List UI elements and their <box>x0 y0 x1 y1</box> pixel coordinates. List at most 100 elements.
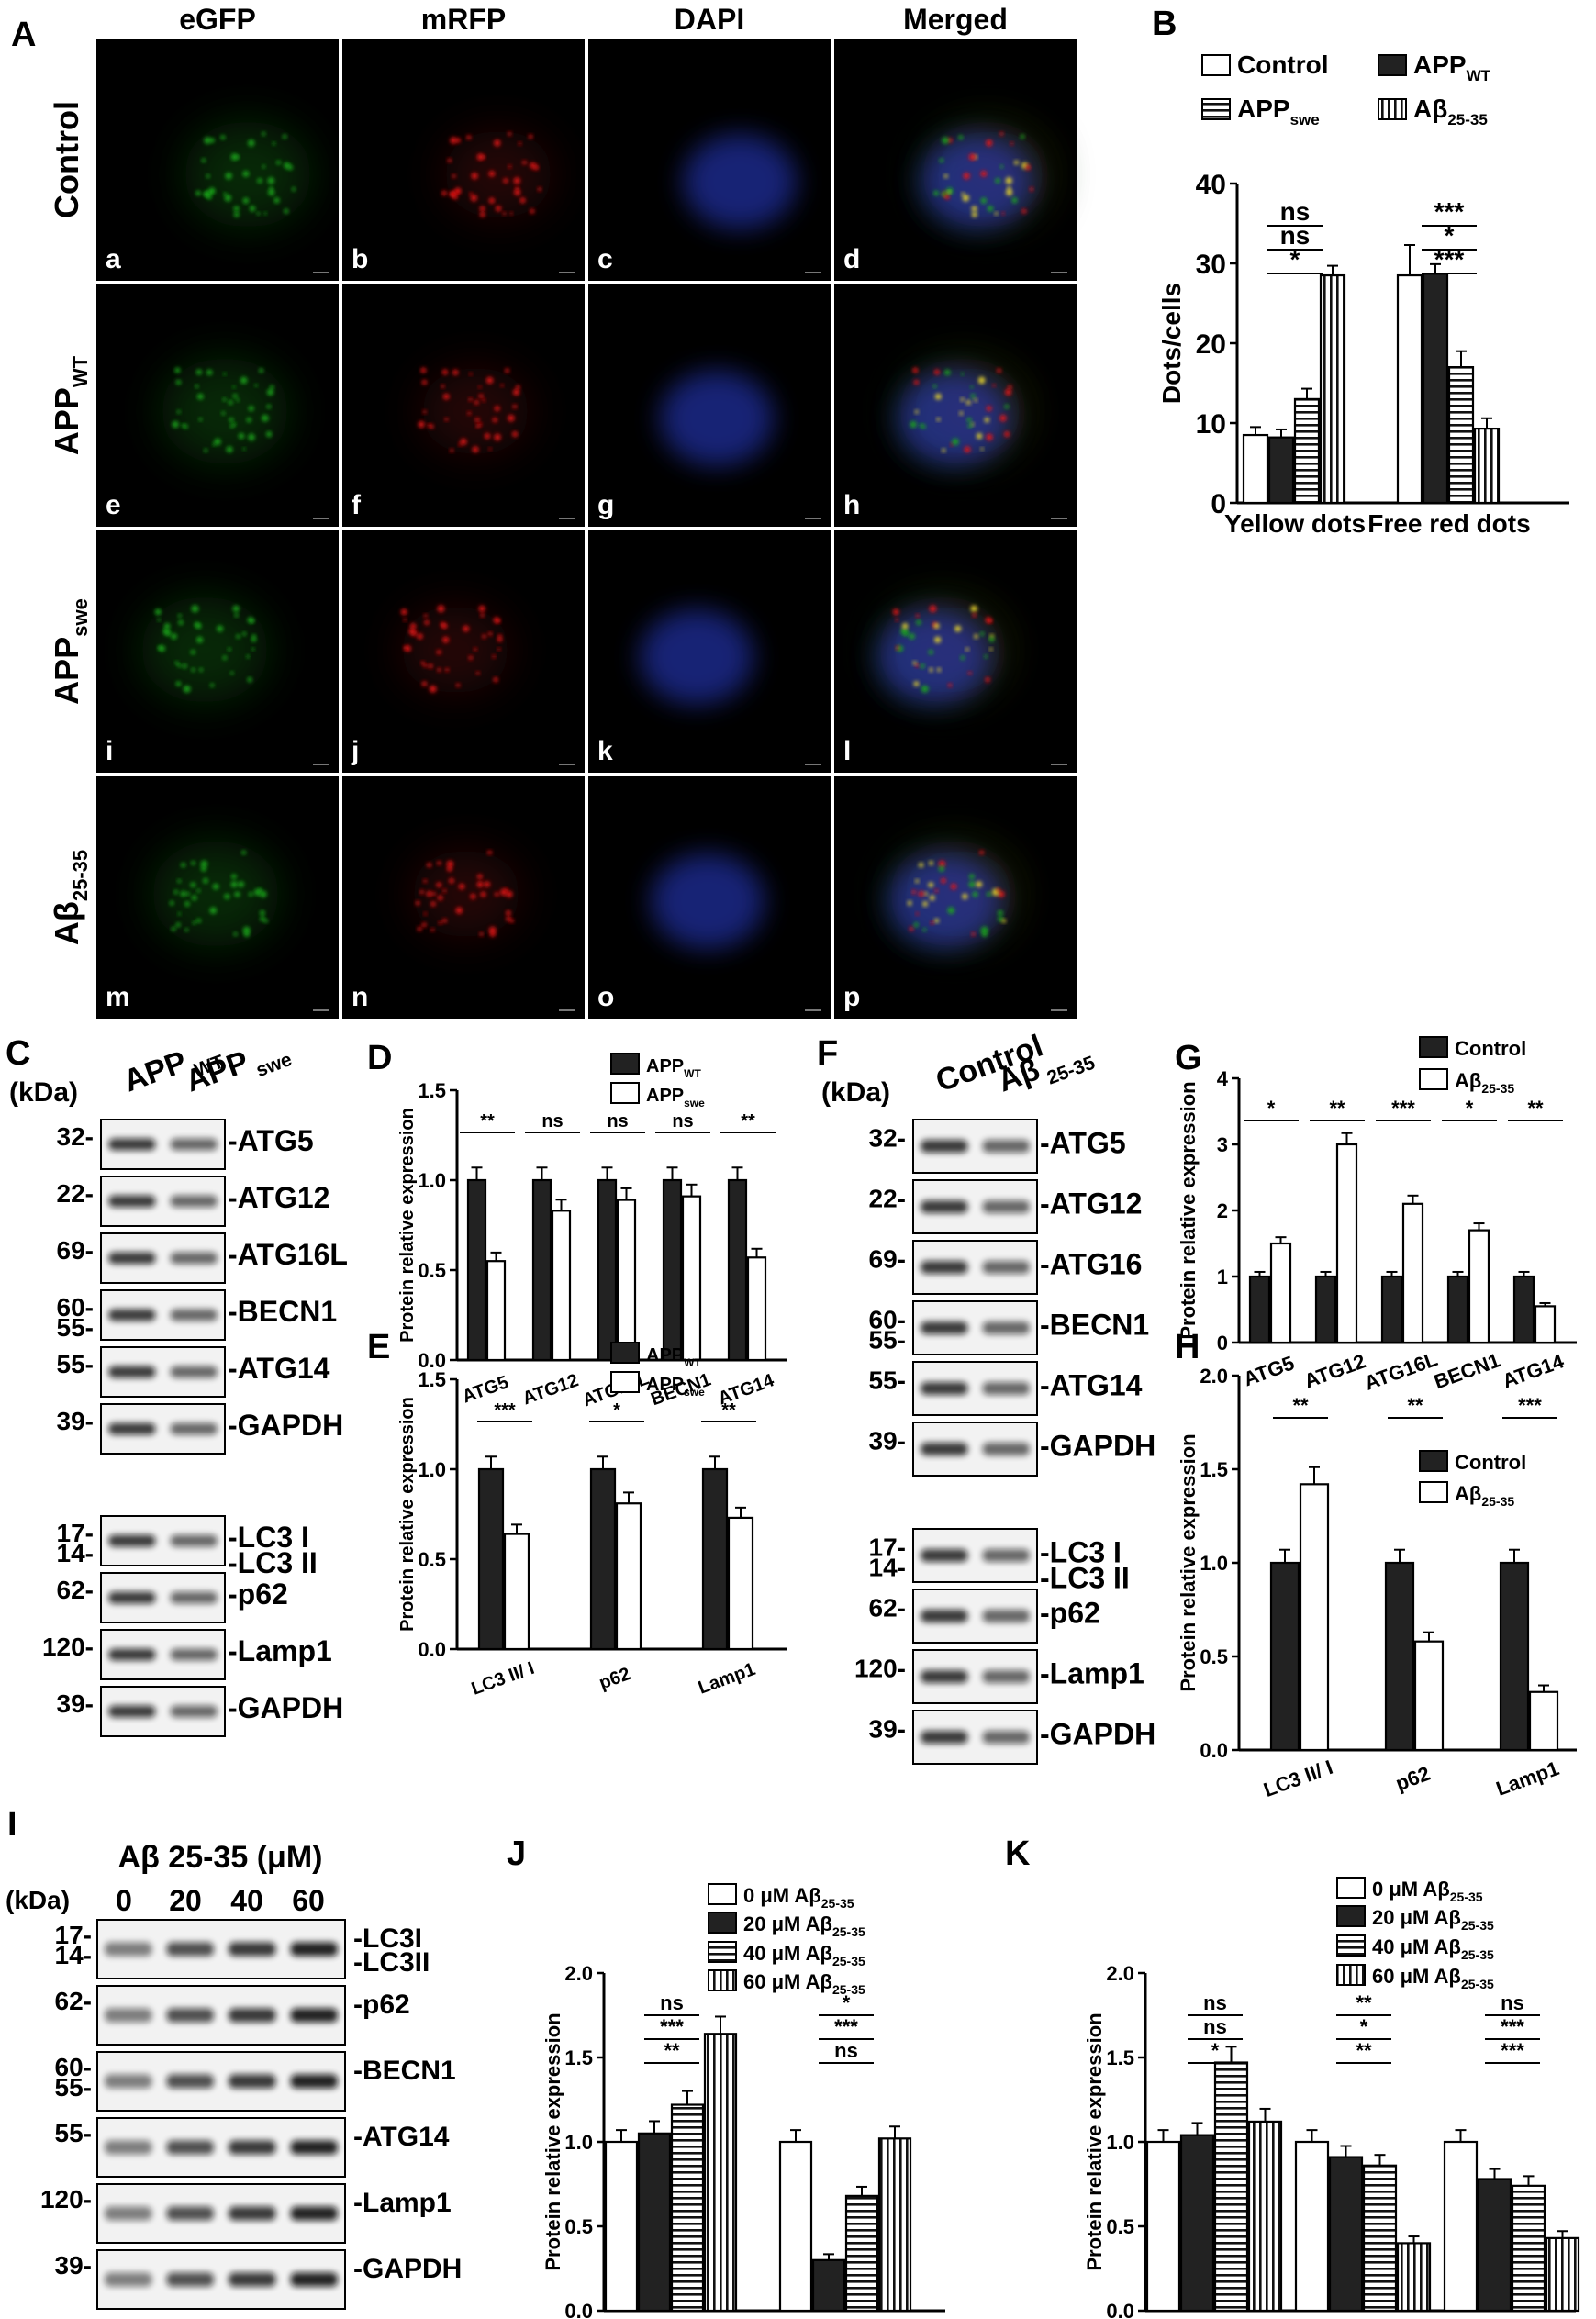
chart-K: 0.0 0.5 1.0 1.5 2.0 Protein relative expressi… <box>1083 1877 1580 2319</box>
micrograph-tile-n: n <box>342 776 585 1019</box>
panel-letter-H: H <box>1175 1328 1200 1366</box>
blot-band <box>290 1942 338 1957</box>
scale-bar <box>1051 1009 1067 1011</box>
puncta-dot <box>182 663 187 669</box>
puncta-dot <box>430 901 436 907</box>
significance-label: * <box>843 1991 851 2014</box>
kda-marker-main: 14- <box>55 1941 92 1969</box>
puncta-dot <box>224 893 230 899</box>
blot-band <box>921 1200 968 1213</box>
y-tick-label-main: 2 <box>1217 1199 1228 1222</box>
puncta-dot <box>171 633 177 640</box>
puncta-dot <box>996 888 1000 892</box>
blot-band <box>105 2140 152 2155</box>
column-header-3-main: Merged <box>903 3 1008 36</box>
row-label-3-main: Aβ <box>48 901 85 945</box>
row-label-1-sub: WT <box>69 355 92 387</box>
puncta-dot <box>468 655 474 661</box>
dapi-nucleus <box>640 609 753 705</box>
puncta-dot <box>400 608 407 616</box>
bar <box>1545 2236 1580 2313</box>
tile-letter: f <box>352 490 362 520</box>
puncta-dot <box>455 138 461 143</box>
puncta-dot <box>426 862 432 868</box>
lane-label-main: 40 <box>230 1884 263 1917</box>
puncta-dot <box>1025 164 1032 171</box>
puncta-dot <box>180 862 186 868</box>
significance-label: * <box>1211 2039 1220 2062</box>
puncta-dot <box>420 661 425 665</box>
kda-marker-main: 55- <box>55 2073 92 2102</box>
puncta-dot <box>1020 134 1025 139</box>
puncta-dot <box>174 661 179 665</box>
blot-band <box>982 1382 1030 1395</box>
y-tick-label: 1.5 <box>418 1368 446 1391</box>
column-header-0-main: eGFP <box>179 3 256 36</box>
y-tick-label-main: 1.5 <box>418 1079 446 1102</box>
legend-swatch <box>610 1371 640 1393</box>
band-label-main: -p62 <box>228 1578 288 1611</box>
significance-label-main: ** <box>1292 1394 1309 1417</box>
micrograph-tile-d: d <box>834 39 1077 281</box>
significance-label: *** <box>660 2015 684 2038</box>
significance-label-main: ** <box>664 2039 680 2062</box>
kda-marker: 55- <box>869 1326 906 1355</box>
bar <box>681 1195 702 1362</box>
puncta-dot <box>195 623 202 630</box>
band-label: -ATG16L <box>228 1238 348 1271</box>
kda-marker: 32- <box>869 1124 906 1153</box>
puncta-dot <box>1014 160 1019 165</box>
y-tick-label: 1.5 <box>1106 2046 1134 2069</box>
y-axis-title-main: Dots/cells <box>1157 283 1186 404</box>
kda-marker-main: 120- <box>854 1655 906 1683</box>
significance-label-main: * <box>1290 245 1300 273</box>
kda-marker: 120- <box>854 1655 906 1683</box>
puncta-dot <box>198 418 203 422</box>
blot-band <box>170 1534 218 1547</box>
bar <box>1528 1690 1559 1752</box>
band-label-main: -ATG5 <box>228 1124 314 1157</box>
micrograph-tile-b: b <box>342 39 585 281</box>
puncta-dot <box>258 888 262 892</box>
band-label: -p62 <box>228 1578 288 1611</box>
puncta-dot <box>236 398 240 402</box>
puncta-dot <box>228 647 231 652</box>
puncta-dot <box>934 393 942 400</box>
blot-band <box>290 2140 338 2155</box>
kda-marker-main: 39- <box>57 1689 94 1718</box>
significance-label: ** <box>741 1111 755 1132</box>
kda-marker: 62- <box>869 1594 906 1622</box>
legend-label-main: APP <box>1413 50 1467 79</box>
puncta-dot <box>506 890 513 898</box>
puncta-dot <box>238 881 245 888</box>
kda-marker: 55- <box>55 2119 92 2147</box>
significance-label: ns <box>660 1991 684 2014</box>
y-tick-label-main: 40 <box>1196 170 1226 200</box>
y-tick-label: 0.5 <box>418 1548 446 1571</box>
tile-letter: n <box>352 982 368 1012</box>
band-label-main: -LC3 I <box>228 1521 309 1554</box>
significance-label: ns <box>1501 1991 1524 2014</box>
significance-label-main: * <box>613 1400 620 1421</box>
significance-label: *** <box>1518 1394 1542 1417</box>
puncta-dot <box>530 208 535 214</box>
significance-label: ** <box>1527 1097 1544 1120</box>
puncta-dot <box>441 918 448 923</box>
kda-marker: 39- <box>869 1715 906 1744</box>
kda-marker-main: 62- <box>57 1576 94 1604</box>
puncta-dot <box>476 881 484 888</box>
legend-label-sub: swe <box>1290 111 1320 128</box>
puncta-dot <box>494 892 499 897</box>
puncta-dot <box>528 134 533 139</box>
legend-label-sub: swe <box>684 1097 705 1109</box>
kda-marker: 60- <box>57 1293 94 1321</box>
puncta-dot <box>169 900 174 906</box>
band-label: -ATG14 <box>353 2122 450 2152</box>
kda-marker-main: 22- <box>57 1179 94 1208</box>
significance-label-main: *** <box>1501 2039 1524 2062</box>
y-tick-label: 0.0 <box>1200 1739 1228 1762</box>
y-tick-label-main: 0.5 <box>418 1548 446 1571</box>
legend-swatch <box>708 1969 737 1991</box>
puncta-dot <box>469 373 473 376</box>
